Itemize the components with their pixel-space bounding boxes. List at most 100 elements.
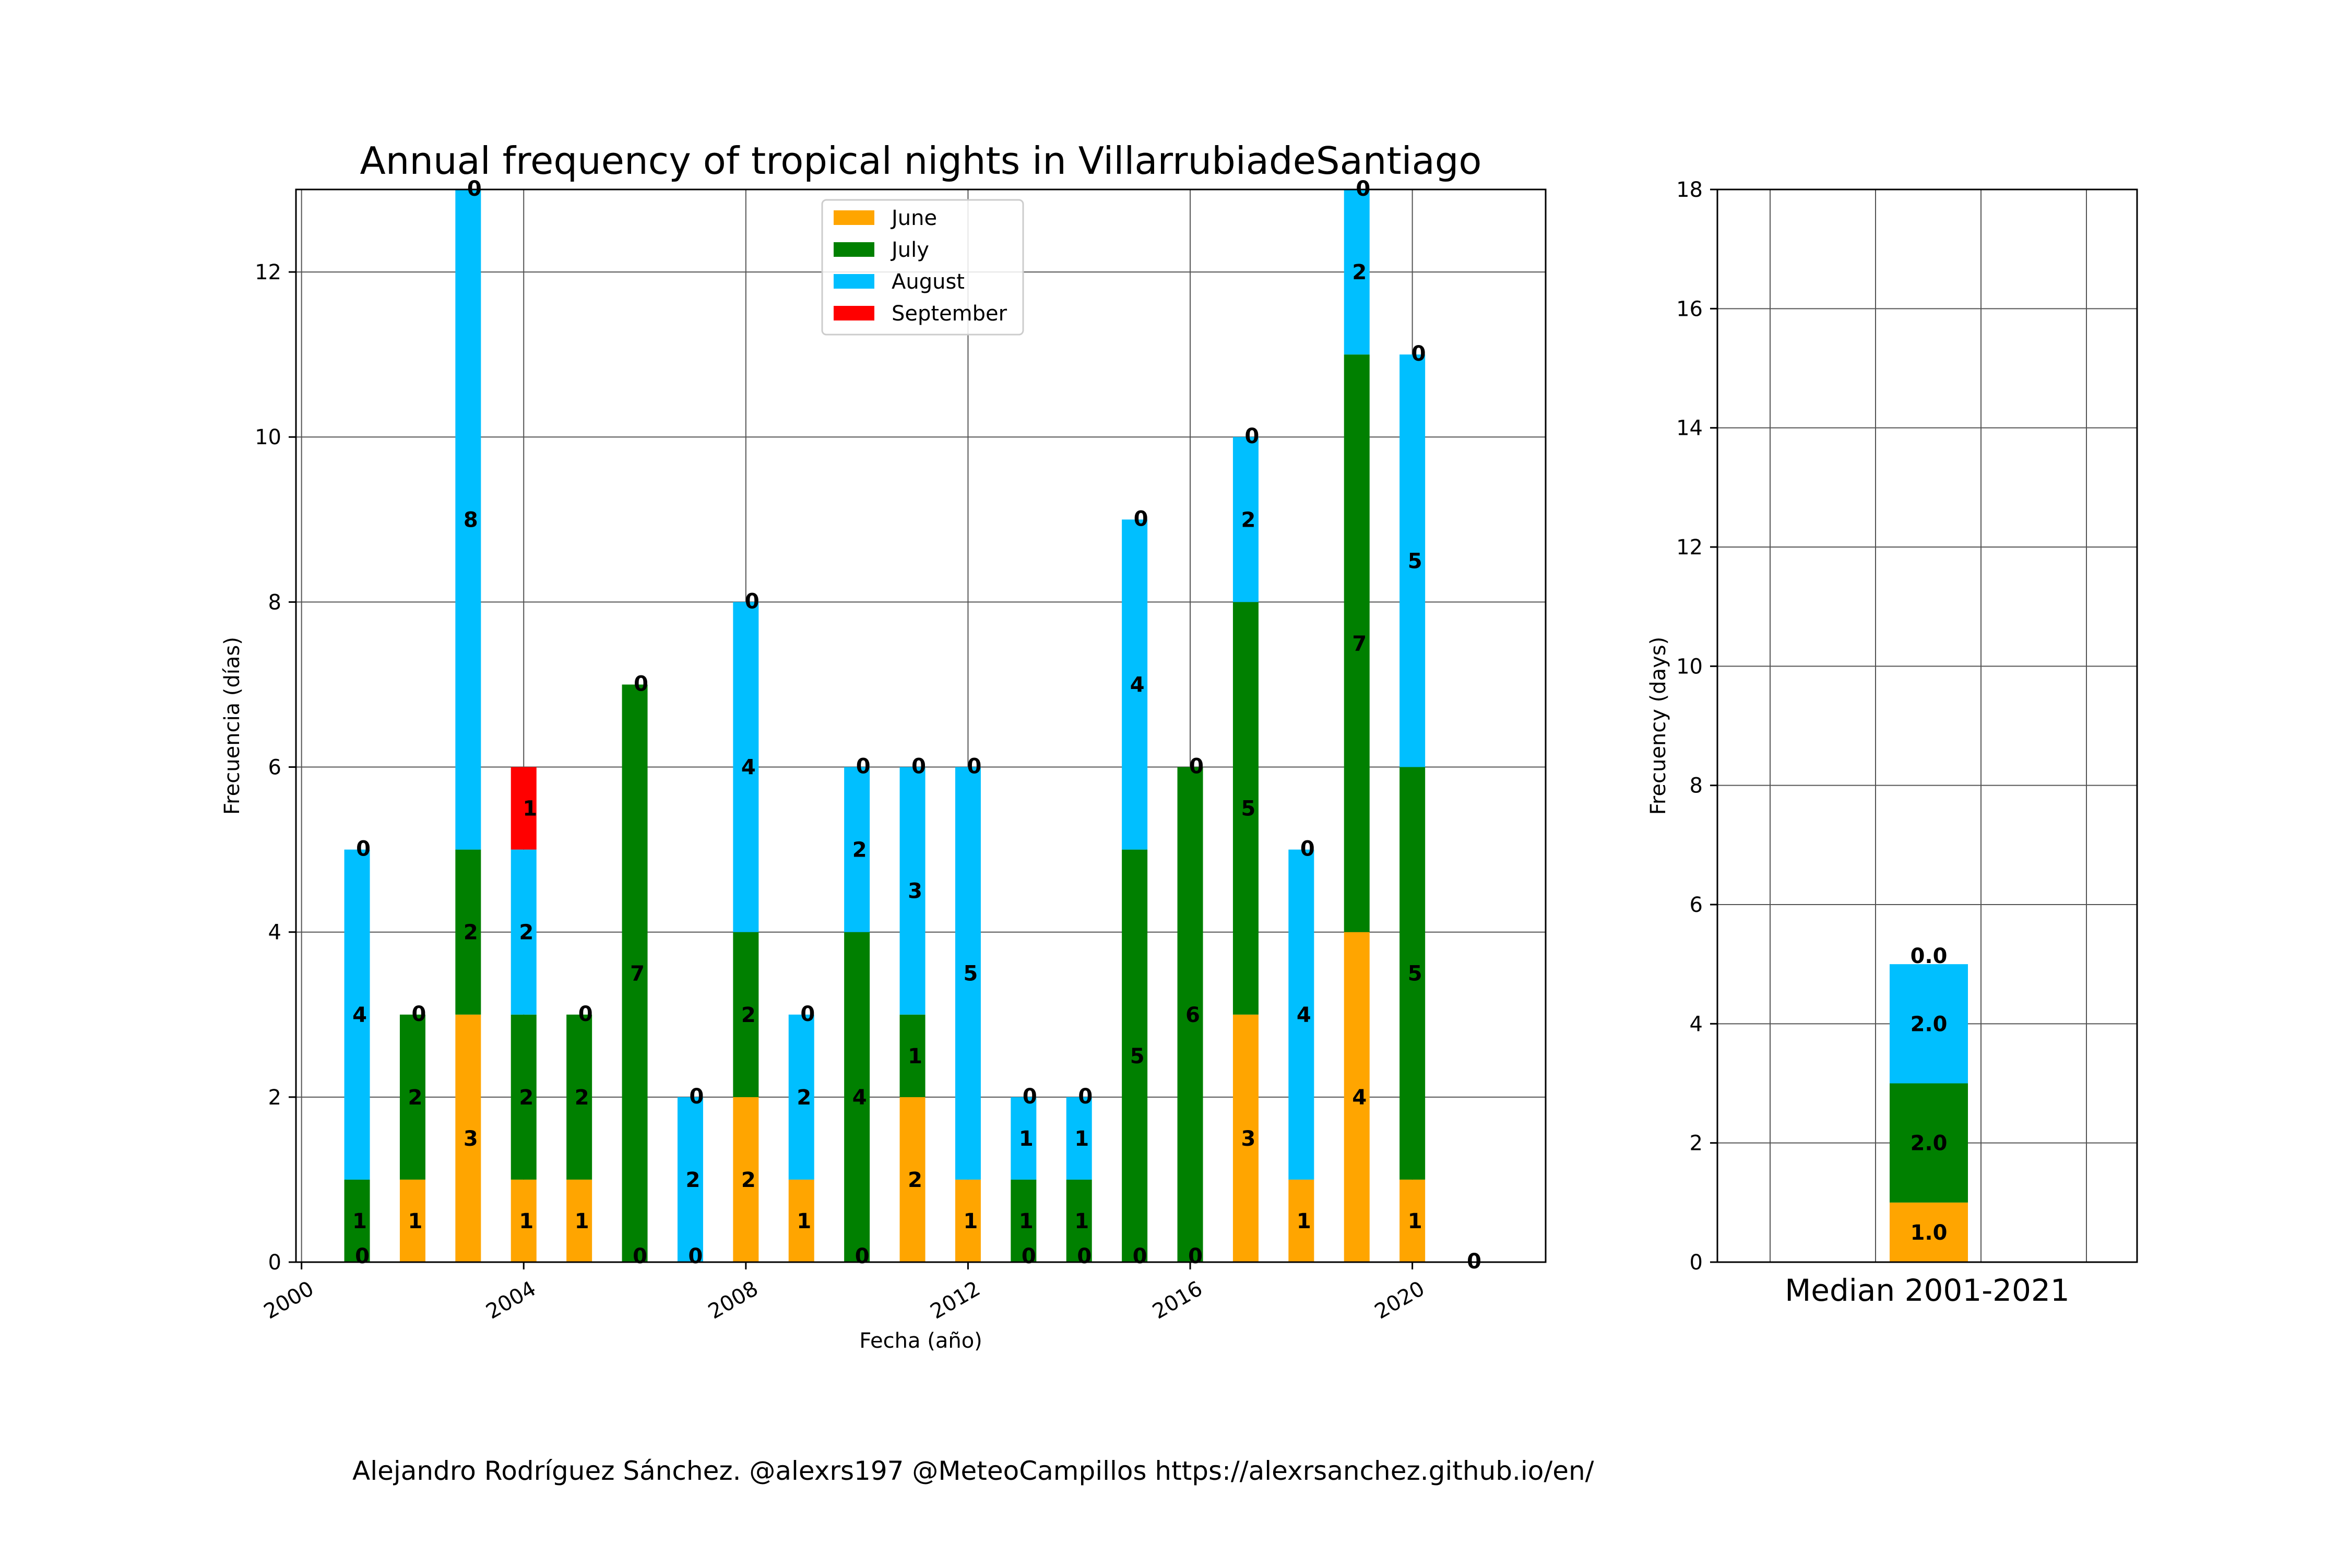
bar-august xyxy=(844,767,870,932)
data-label-july: 1 xyxy=(1074,1209,1089,1233)
plot-frame xyxy=(295,188,1547,1263)
bar-july xyxy=(1344,354,1370,932)
data-label-august: 2 xyxy=(1352,260,1367,284)
median-label-june: 1.0 xyxy=(1911,1221,1948,1245)
median-x-label: Median 2001-2021 xyxy=(1785,1273,2070,1308)
bar-july xyxy=(1066,1179,1092,1262)
data-label-july: 4 xyxy=(852,1086,867,1110)
data-label-september: 0 xyxy=(412,1002,426,1026)
data-label-june: 2 xyxy=(908,1168,922,1192)
data-label-june: 2 xyxy=(741,1168,756,1192)
bar-august xyxy=(1399,354,1426,767)
data-label-september: 0 xyxy=(1300,837,1315,861)
bar-august xyxy=(1066,1097,1092,1180)
bar-june xyxy=(1399,1179,1426,1262)
bar-june xyxy=(399,1179,425,1262)
y-tick-label: 10 xyxy=(1676,655,1703,679)
data-label-june: 1 xyxy=(519,1209,533,1233)
data-label-august: 8 xyxy=(464,508,478,532)
bar-june xyxy=(955,1179,981,1262)
bar-august xyxy=(1344,189,1370,355)
legend-label-august: August xyxy=(892,270,965,294)
bar-june xyxy=(566,1179,592,1262)
median-chart: 1.0 2.0 2.0 0.0 0 2 4 6 8 10 12 14 16 18 Median 2001-2… xyxy=(1646,178,2138,1308)
bar-july xyxy=(566,1014,592,1180)
bar-august xyxy=(788,1014,814,1180)
bar-august xyxy=(511,849,537,1015)
data-label-june: 3 xyxy=(1241,1127,1256,1151)
legend-box xyxy=(821,199,1024,336)
median-bar-august xyxy=(1890,964,1968,1084)
median-bar-july xyxy=(1890,1083,1968,1203)
main-chart: 1400120328012211207002002240120420021301… xyxy=(220,139,1547,1353)
bar-july xyxy=(1122,849,1148,1262)
bar-july xyxy=(622,684,648,1262)
legend-swatch-august xyxy=(834,274,874,289)
legend-label-july: July xyxy=(890,238,929,262)
y-tick-label: 6 xyxy=(1690,893,1703,917)
bar-july xyxy=(1177,767,1203,1262)
data-label-july: 5 xyxy=(1408,962,1422,986)
y-tick-label: 0 xyxy=(1690,1251,1703,1275)
data-label-september: 0 xyxy=(578,1002,593,1026)
data-label-bottom: 0 xyxy=(1077,1244,1092,1268)
chart-title: Annual frequency of tropical nights in V… xyxy=(360,139,1482,183)
data-label-bottom: 0 xyxy=(855,1244,870,1268)
data-label-bottom: 0 xyxy=(689,1244,703,1268)
bar-august xyxy=(955,767,981,1180)
data-label-august: 4 xyxy=(352,1003,367,1027)
bar-june xyxy=(788,1179,814,1262)
median-label-august: 2.0 xyxy=(1911,1012,1948,1036)
median-label-july: 2.0 xyxy=(1911,1132,1948,1156)
bar-june xyxy=(1344,932,1370,1262)
data-label-bottom: 0 xyxy=(633,1244,647,1268)
bar-july xyxy=(455,849,481,1015)
y-tick-label: 4 xyxy=(268,921,281,945)
data-label-july: 1 xyxy=(352,1209,367,1233)
data-label-august: 5 xyxy=(964,962,978,986)
data-label-august: 2 xyxy=(852,838,867,862)
median-plot-frame xyxy=(1716,188,2138,1263)
data-label-september: 0 xyxy=(634,672,648,696)
data-label-july: 2 xyxy=(408,1086,423,1110)
data-label-september: 0 xyxy=(1245,424,1260,448)
legend-swatch-july xyxy=(834,242,874,257)
bar-august xyxy=(344,849,370,1180)
data-label-august: 4 xyxy=(1297,1003,1311,1027)
data-label-july: 7 xyxy=(1352,632,1367,656)
bar-july xyxy=(1011,1179,1037,1262)
y-tick-label: 16 xyxy=(1676,297,1703,321)
y-tick-label: 14 xyxy=(1676,417,1703,441)
data-label-august: 5 xyxy=(1408,549,1422,573)
data-label-july: 2 xyxy=(575,1086,589,1110)
median-bar-june xyxy=(1890,1202,1968,1262)
bar-august xyxy=(733,602,759,932)
bar-july xyxy=(344,1179,370,1262)
bar-june xyxy=(1232,1014,1259,1262)
data-label-june: 4 xyxy=(1352,1086,1367,1110)
bar-june xyxy=(455,1014,481,1262)
bar-august xyxy=(455,189,481,850)
bar-july xyxy=(1232,602,1259,1015)
data-label-june: 1 xyxy=(797,1209,811,1233)
data-label-september: 0 xyxy=(1023,1085,1037,1109)
data-label-september: 0 xyxy=(745,589,760,613)
data-label-august: 4 xyxy=(1130,673,1145,697)
data-label-june: 1 xyxy=(1297,1209,1311,1233)
data-label-july: 5 xyxy=(1241,797,1256,821)
y-tick-label: 2 xyxy=(1690,1132,1703,1156)
data-label-september: 0 xyxy=(356,837,371,861)
y-tick-label: 12 xyxy=(1676,536,1703,560)
data-label-bottom: 0 xyxy=(1022,1244,1036,1268)
y-tick-label: 6 xyxy=(268,756,281,780)
bar-july xyxy=(899,1014,926,1097)
y-tick-label: 12 xyxy=(255,260,281,284)
y-tick-label: 2 xyxy=(268,1086,281,1110)
data-label-july: 2 xyxy=(464,921,478,945)
bar-june xyxy=(511,1179,537,1262)
median-label-september: 0.0 xyxy=(1911,944,1948,968)
y-tick-label: 0 xyxy=(268,1251,281,1275)
data-label-august: 2 xyxy=(797,1086,811,1110)
bar-july xyxy=(399,1014,425,1180)
